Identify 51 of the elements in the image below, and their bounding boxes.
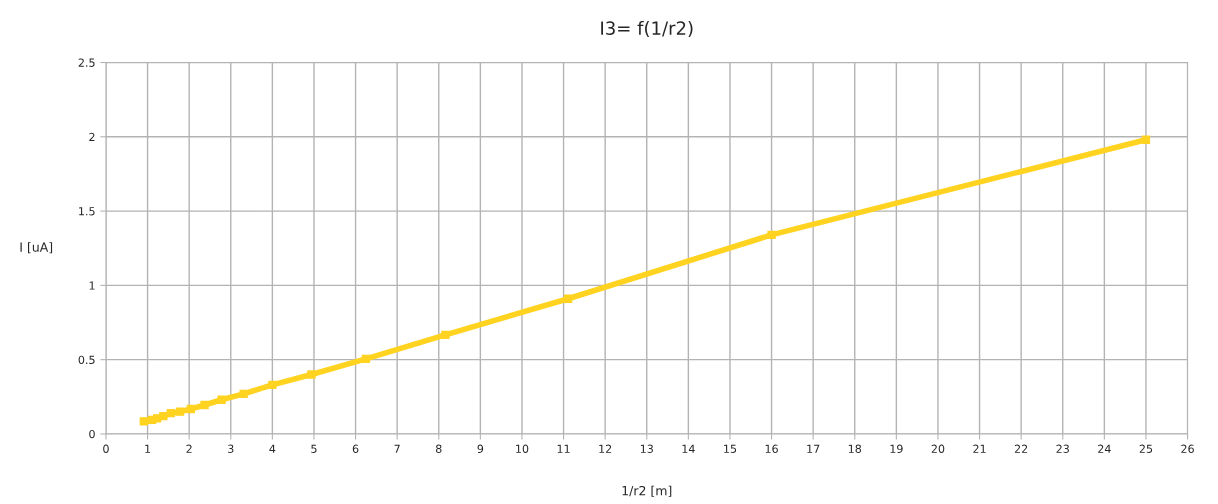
- chart-title: I3= f(1/r2): [601, 21, 693, 38]
- x-tick-label: 21: [973, 444, 986, 453]
- point: [563, 294, 573, 303]
- x-tick-label: 26: [1181, 444, 1194, 453]
- point: [166, 408, 176, 418]
- point: [441, 330, 450, 340]
- x-tick-label: 8: [435, 444, 442, 453]
- x-tick-label: 24: [1098, 444, 1111, 453]
- x-tick-label: 12: [599, 444, 612, 453]
- point: [307, 370, 316, 379]
- x-tick-label: 16: [765, 444, 778, 453]
- x-tick-label: 10: [516, 444, 529, 453]
- y-tick-label: 0.5: [78, 355, 95, 365]
- x-tick-label: 18: [848, 444, 862, 453]
- x-tick-label: 14: [682, 444, 695, 453]
- x-tick-label: 1: [145, 444, 151, 453]
- y-tick-label: 2.5: [78, 58, 95, 67]
- x-tick-label: 15: [724, 444, 737, 453]
- point: [239, 389, 248, 398]
- x-tick-label: 6: [352, 444, 359, 453]
- point: [186, 404, 195, 414]
- x-tick-label: 25: [1139, 444, 1153, 453]
- y-tick-label: 2: [89, 132, 95, 142]
- point: [217, 395, 226, 404]
- point: [361, 354, 371, 364]
- point: [767, 230, 776, 240]
- x-axis-title: 1/r2 [m]: [622, 485, 672, 497]
- x-tick-label: 0: [103, 444, 109, 453]
- point: [268, 380, 277, 390]
- x-tick-label: 2: [186, 444, 192, 453]
- x-tick-label: 4: [269, 444, 276, 453]
- point: [175, 407, 185, 416]
- point: [159, 411, 168, 421]
- point: [200, 400, 209, 410]
- point: [1141, 135, 1151, 144]
- x-tick-label: 11: [557, 444, 570, 453]
- x-tick-label: 13: [640, 444, 653, 453]
- x-tick-label: 9: [477, 444, 484, 453]
- x-tick-label: 7: [394, 444, 400, 453]
- x-tick-label: 19: [890, 444, 903, 453]
- x-tick-label: 17: [807, 444, 820, 453]
- x-tick-label: 3: [228, 444, 234, 453]
- x-tick-label: 20: [931, 444, 945, 453]
- point: [139, 417, 148, 426]
- x-tick-label: 23: [1056, 444, 1069, 453]
- x-tick-label: 22: [1014, 444, 1028, 453]
- y-axis-title: I [uA]: [20, 242, 53, 254]
- y-tick-label: 0: [89, 429, 95, 439]
- y-tick-label: 1.5: [79, 207, 95, 216]
- y-tick-label: 1: [89, 281, 95, 290]
- x-tick-label: 5: [311, 444, 317, 453]
